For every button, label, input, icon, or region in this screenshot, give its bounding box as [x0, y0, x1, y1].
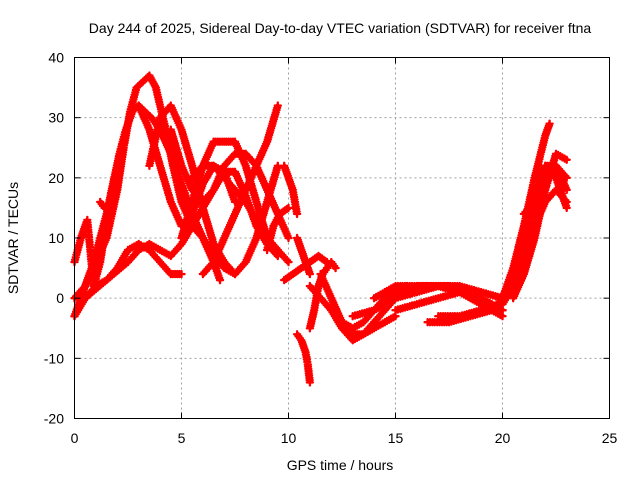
series-arc-16: [292, 233, 315, 279]
x-tick-label: 10: [281, 430, 297, 446]
x-tick-label: 25: [602, 430, 618, 446]
series-arc-14: [280, 161, 302, 219]
plus-markers: [292, 330, 315, 387]
y-tick-label: 30: [48, 110, 64, 126]
series-arc-24: [391, 287, 507, 315]
y-tick-label: 20: [48, 170, 64, 186]
x-axis-label: GPS time / hours: [287, 457, 394, 473]
x-tick-label: 0: [71, 430, 79, 446]
y-tick-label: 0: [56, 290, 64, 306]
plus-markers: [96, 197, 111, 213]
series-arc-17: [292, 330, 315, 387]
series-arc-5: [96, 197, 111, 213]
series-arc-32: [519, 161, 571, 219]
plus-markers: [280, 161, 302, 219]
y-tick-label: 40: [48, 50, 64, 66]
series-arc-13: [262, 203, 293, 255]
plus-markers: [391, 287, 507, 315]
x-tick-label: 5: [178, 430, 186, 446]
y-tick-label: -10: [44, 350, 64, 366]
x-tick-label: 20: [495, 430, 511, 446]
plus-markers: [292, 233, 315, 279]
data-marks: [70, 71, 571, 387]
axis-ticks: 0 5 10 15 20 25 -20 -10 0 10 20 30 40: [44, 50, 618, 447]
x-tick-label: 15: [388, 430, 404, 446]
plus-markers: [519, 161, 571, 219]
y-axis-label: SDTVAR / TECUs: [5, 182, 21, 294]
y-tick-label: 10: [48, 230, 64, 246]
y-tick-label: -20: [44, 411, 64, 427]
plus-markers: [262, 203, 293, 255]
chart-title: Day 244 of 2025, Sidereal Day-to-day VTE…: [89, 20, 592, 36]
